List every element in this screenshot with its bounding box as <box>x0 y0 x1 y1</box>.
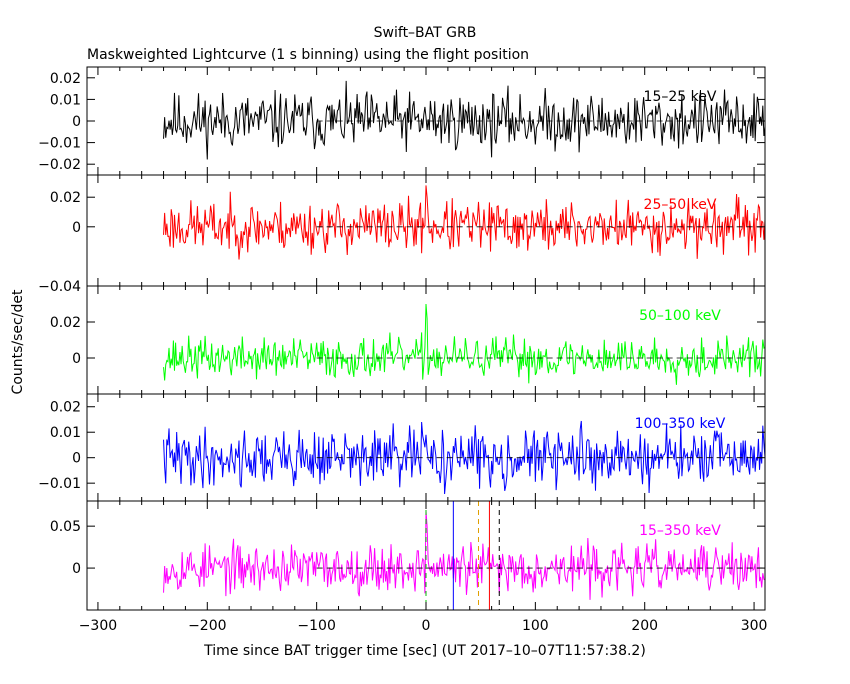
lightcurve-series <box>163 185 766 260</box>
y-tick-label: 0 <box>72 351 81 367</box>
y-tick-label: 0 <box>72 114 81 130</box>
x-tick-label: −100 <box>297 618 335 634</box>
panel-0: −0.02 −0.01 0 0.01 0.02 15–25 keV <box>38 66 766 176</box>
y-axis-label: Counts/sec/det <box>10 289 26 394</box>
y-tick-label: 0 <box>72 220 81 236</box>
x-tick-label: 100 <box>522 618 549 634</box>
y-tick-label: 0.02 <box>50 315 81 331</box>
y-tick-label: 0.02 <box>50 71 81 87</box>
band-label: 15–350 keV <box>639 523 721 539</box>
y-tick-label: 0.05 <box>50 519 81 535</box>
lightcurve-series <box>163 511 766 600</box>
y-tick-label: −0.01 <box>38 476 81 492</box>
lightcurve-series <box>163 303 766 385</box>
y-tick-label: −0.04 <box>38 279 81 295</box>
x-tick-label: −300 <box>79 618 117 634</box>
x-tick-label: 300 <box>741 618 768 634</box>
x-tick-label: −200 <box>188 618 226 634</box>
y-tick-label: 0 <box>72 451 81 467</box>
y-tick-label: 0.01 <box>50 92 81 108</box>
panel-4: 0 0.05 15–350 keV −300 −200 −100 0 100 200 300 <box>50 500 768 634</box>
panel-3: −0.01 0 0.01 0.02 100–350 keV <box>38 393 766 502</box>
panels: −0.02 −0.01 0 0.01 0.02 15–25 keV −0.04 0 0.02 25… <box>38 66 768 634</box>
chart-title: Swift–BAT GRB <box>374 25 477 41</box>
x-axis-label: Time since BAT trigger time [sec] (UT 20… <box>203 643 646 659</box>
y-tick-label: 0.02 <box>50 400 81 416</box>
y-tick-label: −0.02 <box>38 157 81 173</box>
band-label: 15–25 keV <box>644 89 717 105</box>
y-tick-label: 0.02 <box>50 190 81 206</box>
panel-1: −0.04 0 0.02 25–50 keV <box>38 174 766 295</box>
lightcurve-series <box>163 420 766 494</box>
band-label: 25–50 keV <box>644 197 717 213</box>
band-label: 50–100 keV <box>639 308 721 324</box>
panel-2: 0 0.02 50–100 keV <box>50 285 766 395</box>
y-tick-label: 0.01 <box>50 425 81 441</box>
band-label: 100–350 keV <box>635 416 726 432</box>
x-tick-label: 0 <box>422 618 431 634</box>
x-tick-label: 200 <box>631 618 658 634</box>
chart-subtitle: Maskweighted Lightcurve (1 s binning) us… <box>87 47 529 63</box>
y-tick-label: −0.01 <box>38 136 81 152</box>
y-tick-label: 0 <box>72 561 81 577</box>
lightcurve-series <box>163 80 766 160</box>
